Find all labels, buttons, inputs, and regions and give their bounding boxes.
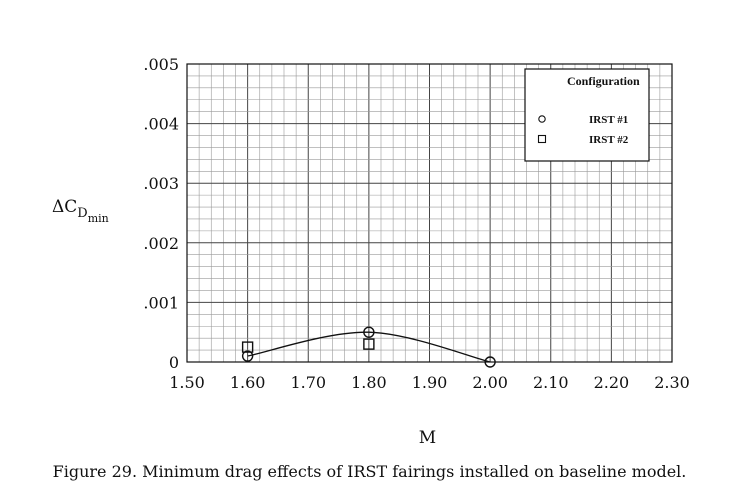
x-tick-label: 2.10 bbox=[533, 373, 569, 392]
irst1-fit-curve bbox=[247, 331, 491, 363]
drag-chart: 1.50 1.60 1.70 1.80 1.90 2.00 2.10 2.20 2.30 0 .00… bbox=[52, 55, 690, 448]
y-tick-label: .003 bbox=[143, 174, 179, 193]
x-tick-label: 1.60 bbox=[230, 373, 266, 392]
data-point-circle bbox=[241, 350, 254, 362]
y-axis-label: ΔCDmin bbox=[52, 197, 109, 225]
x-tick-label: 2.00 bbox=[472, 373, 508, 392]
plot-frame bbox=[186, 63, 673, 363]
figure-caption: Figure 29. Minimum drag effects of IRST … bbox=[52, 462, 687, 481]
data-points bbox=[241, 326, 496, 368]
y-tick-label: .004 bbox=[143, 115, 179, 134]
y-axis-label-sub: D bbox=[77, 206, 87, 221]
y-tick-label: .002 bbox=[143, 234, 179, 253]
grid bbox=[187, 64, 672, 362]
tick-labels: 1.50 1.60 1.70 1.80 1.90 2.00 2.10 2.20 2.30 0 .00… bbox=[143, 55, 689, 392]
legend-marker-circle bbox=[538, 115, 546, 123]
x-axis-label: M bbox=[419, 428, 436, 448]
legend-marker-square bbox=[537, 134, 547, 144]
data-point-square bbox=[241, 341, 254, 353]
data-point-circle bbox=[484, 356, 496, 368]
legend-title: Configuration bbox=[567, 74, 640, 88]
y-axis-label-subsub: min bbox=[88, 212, 109, 225]
x-tick-label: 1.90 bbox=[412, 373, 448, 392]
x-tick-label: 2.20 bbox=[594, 373, 630, 392]
x-tick-label: 2.30 bbox=[654, 373, 690, 392]
y-tick-label: 0 bbox=[169, 353, 179, 372]
y-tick-label: .001 bbox=[143, 293, 179, 312]
data-point-circle bbox=[363, 326, 375, 338]
legend: Configuration IRST #1 IRST #2 bbox=[524, 68, 650, 162]
x-tick-label: 1.70 bbox=[290, 373, 326, 392]
legend-label: IRST #1 bbox=[589, 114, 628, 126]
x-tick-label: 1.80 bbox=[351, 373, 387, 392]
legend-box bbox=[524, 68, 650, 162]
x-tick-label: 1.50 bbox=[169, 373, 205, 392]
legend-label: IRST #2 bbox=[589, 134, 629, 146]
y-tick-label: .005 bbox=[143, 55, 179, 74]
data-point-square bbox=[363, 338, 375, 350]
y-axis-label-main: ΔC bbox=[52, 197, 77, 217]
legend-items: IRST #1 IRST #2 bbox=[537, 114, 629, 146]
